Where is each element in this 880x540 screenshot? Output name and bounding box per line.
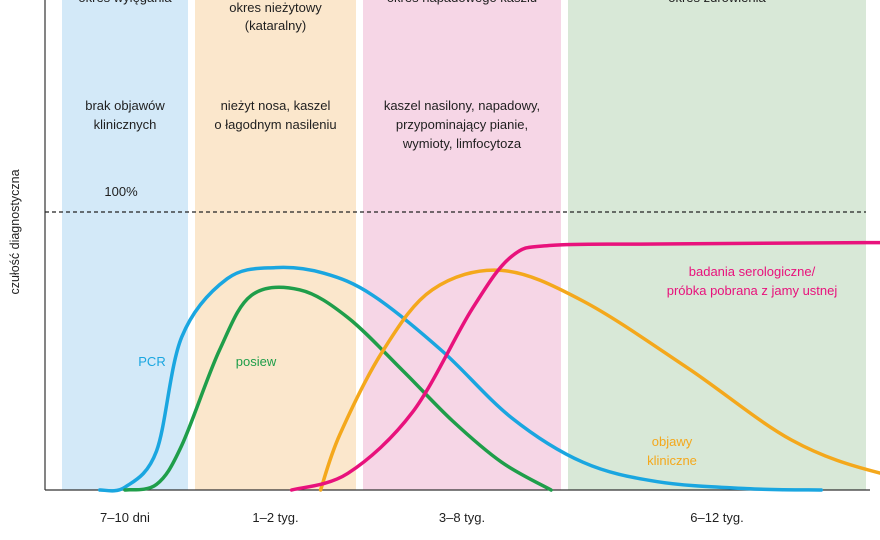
- phase-title-2-line-2: (kataralny): [245, 18, 306, 33]
- phase-description-3-line-3: wymioty, limfocytoza: [402, 136, 522, 151]
- series-line-posiew: [123, 285, 553, 492]
- phase-description-1-line-2: klinicznych: [94, 117, 157, 132]
- phase-description-3-line-2: przypominający pianie,: [396, 117, 528, 132]
- phase-duration-1: 7–10 dni: [100, 510, 150, 525]
- series-label-objawy-kliniczne-line-1: objawy: [652, 434, 693, 449]
- phase-title-2-line-1: okres nieżytowy: [229, 0, 322, 15]
- series-label-serologia-line-2: próbka pobrana z jamy ustnej: [667, 283, 838, 298]
- series-label-pcr-line-1: PCR: [138, 354, 165, 369]
- phase-title-3-line-1: okres napadowego kaszlu: [387, 0, 537, 5]
- phase-duration-2: 1–2 tyg.: [252, 510, 298, 525]
- series-label-objawy-kliniczne-line-2: kliniczne: [647, 453, 697, 468]
- phase-duration-4: 6–12 tyg.: [690, 510, 744, 525]
- series-line-objawy-kliniczne: [318, 268, 880, 492]
- phase-description-1-line-1: brak objawów: [85, 98, 165, 113]
- phase-description-2-line-2: o łagodnym nasileniu: [214, 117, 336, 132]
- phase-band-2: [195, 0, 356, 490]
- phase-title-4-line-1: okres zdrowienia: [668, 0, 766, 5]
- reference-line-label: 100%: [104, 184, 138, 199]
- series-line-pcr: [98, 265, 824, 493]
- phase-duration-3: 3–8 tyg.: [439, 510, 485, 525]
- series-label-posiew-line-1: posiew: [236, 354, 277, 369]
- phase-band-3: [363, 0, 561, 490]
- phase-title-1-line-1: okres wylęgania: [78, 0, 172, 5]
- y-axis-label: czułość diagnostyczna: [8, 169, 22, 294]
- series-label-serologia-line-1: badania serologiczne/: [689, 264, 816, 279]
- phase-description-3-line-1: kaszel nasilony, napadowy,: [384, 98, 540, 113]
- series-line-serologia: [289, 240, 880, 492]
- phase-band-1: [62, 0, 188, 490]
- phase-description-2-line-1: nieżyt nosa, kaszel: [221, 98, 331, 113]
